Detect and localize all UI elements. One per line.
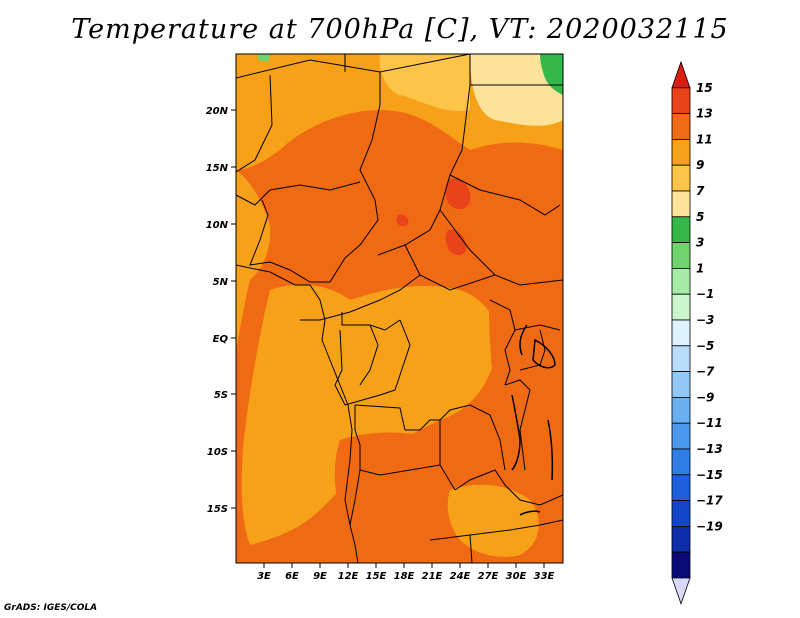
country-borders (236, 54, 563, 563)
lon-label: 18E (394, 571, 415, 582)
colorbar-swatch (671, 267, 691, 295)
lon-label: 33E (534, 571, 555, 582)
lon-label: 21E (422, 571, 443, 582)
map-panel (236, 54, 563, 563)
colorbar-swatch (671, 293, 691, 321)
lat-label: EQ (213, 334, 229, 345)
colorbar-label: 15 (696, 81, 713, 95)
colorbar-label: 5 (696, 210, 704, 224)
colorbar-swatch (671, 216, 691, 244)
lon-label: 30E (506, 571, 527, 582)
lon-label: 6E (285, 571, 299, 582)
lat-axis: 20N 15N 10N 5N EQ 5S 10S 15S (206, 106, 236, 515)
colorbar-swatch (671, 345, 691, 372)
page-title: Temperature at 700hPa [C], VT: 202003211… (71, 14, 729, 45)
colorbar-label: 9 (696, 158, 704, 172)
colorbar-label: 7 (696, 184, 705, 198)
coastline-west (236, 264, 359, 563)
colorbar-swatch (671, 396, 691, 424)
colorbar-swatch (671, 319, 691, 347)
field-central-cool (241, 284, 499, 545)
colorbar-label: −19 (696, 519, 723, 533)
field-south-patch-1 (334, 432, 444, 540)
lat-label: 15S (207, 504, 228, 515)
colorbar-arrow-top (671, 60, 691, 89)
colorbar-label: −13 (696, 442, 723, 456)
lon-label: 15E (366, 571, 387, 582)
colorbar-label: −5 (696, 339, 714, 353)
field-hot-1 (445, 178, 471, 210)
colorbar-label: −15 (696, 468, 723, 482)
colorbar-label: −3 (696, 313, 714, 327)
colorbar-swatch (671, 551, 691, 579)
colorbar-swatch (671, 474, 691, 501)
lon-label: 24E (450, 571, 471, 582)
colorbar-swatch (671, 87, 691, 115)
colorbar-swatch (671, 371, 691, 398)
lat-label: 20N (206, 106, 229, 117)
colorbar-arrow-bottom (671, 577, 691, 606)
lon-label: 3E (257, 571, 271, 582)
colorbar-swatch (671, 138, 691, 166)
field-hot-3 (396, 214, 409, 227)
lon-axis: 3E 6E 9E 12E 15E 18E 21E 24E 27E 30E 33E (257, 563, 555, 582)
colorbar: 15 13 11 9 7 5 3 1 −1 −3 −5 −7 −9 −11 −13 −15 −17 −19 (671, 60, 723, 606)
colorbar-label: −11 (696, 416, 723, 430)
field-west-cool (236, 170, 271, 350)
colorbar-swatch (671, 448, 691, 476)
colorbar-label: −9 (696, 390, 714, 404)
colorbar-swatch (671, 113, 691, 140)
credit-label: GrADS: IGES/COLA (4, 603, 98, 613)
lat-label: 5N (213, 277, 229, 288)
field-north-pale-2 (379, 54, 470, 112)
map-frame (235, 53, 564, 564)
lat-label: 10N (206, 220, 229, 231)
colorbar-label: −17 (696, 494, 723, 508)
field-north-green-2 (258, 54, 270, 62)
colorbar-swatch (671, 500, 691, 527)
field-hot-2 (445, 229, 467, 256)
colorbar-label: 1 (696, 261, 704, 275)
colorbar-label: 13 (696, 107, 713, 121)
field-north-pale (470, 54, 563, 126)
colorbar-label: 11 (696, 132, 713, 146)
lon-label: 12E (338, 571, 359, 582)
lon-label: 9E (313, 571, 327, 582)
colorbar-label: −7 (696, 365, 715, 379)
lat-label: 15N (206, 163, 229, 174)
colorbar-swatch (671, 242, 691, 269)
colorbar-swatch (671, 190, 691, 218)
field-east-warm (489, 300, 542, 440)
colorbar-label: −1 (696, 287, 714, 301)
colorbar-swatch (671, 422, 691, 450)
lon-label: 27E (478, 571, 499, 582)
colorbar-swatch (671, 164, 691, 192)
colorbar-swatch (671, 526, 691, 553)
lat-label: 5S (214, 390, 228, 401)
colorbar-label: 3 (696, 236, 704, 250)
lakes (511, 324, 556, 516)
lat-label: 10S (207, 447, 228, 458)
